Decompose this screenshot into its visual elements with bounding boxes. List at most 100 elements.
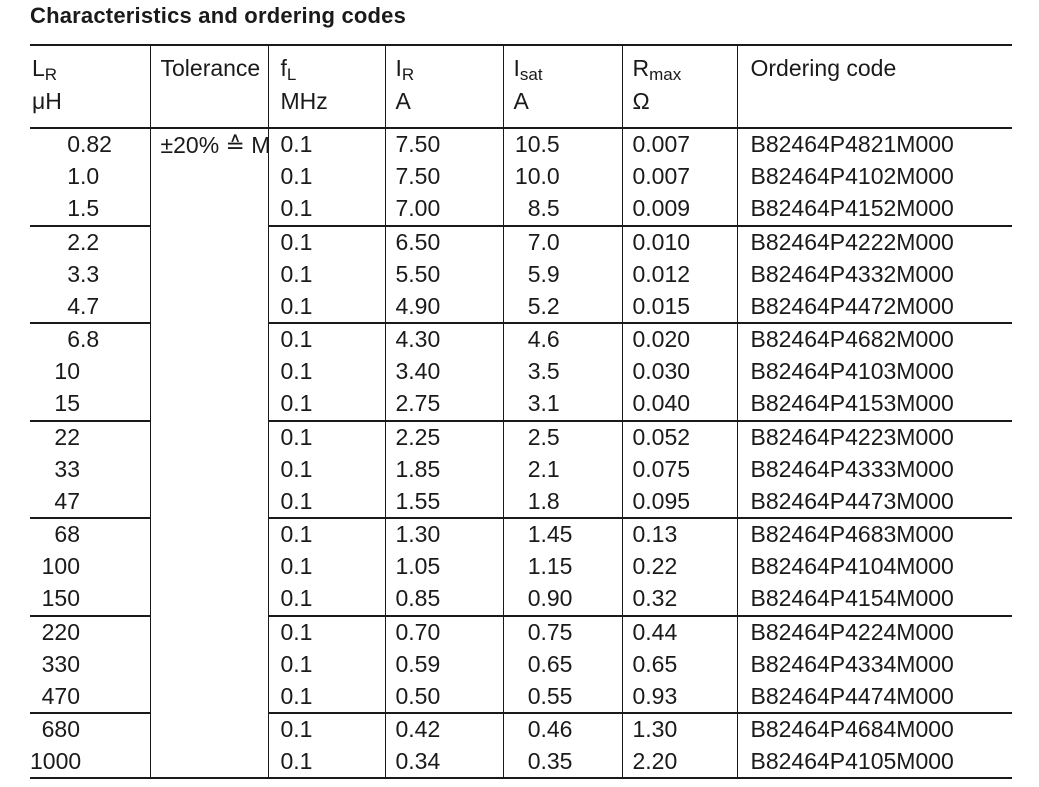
table-row: 33 0.1 1.85 2.1 0.075 B82464P4333M000 [30,453,1012,486]
cell-rated-current: 0.59 [384,648,503,681]
cell-max-resistance: 0.075 [621,453,737,486]
col-header-tolerance: Tolerance [149,44,268,129]
cell-inductance: 22 [30,419,150,453]
cell-rated-current: 7.50 [384,128,503,161]
cell-saturation-current: 3.5 [502,355,622,388]
cell-rated-current: 0.50 [384,680,503,713]
cell-test-frequency: 0.1 [267,614,385,648]
characteristics-table: LR μH Tolerance fL MHz IR A Isat A [30,44,1012,779]
cell-inductance: 47 [54,487,80,514]
cell-max-resistance: 0.020 [621,322,737,356]
cell-max-resistance: 0.007 [621,128,737,161]
col-header-saturation-current: Isat A [502,44,622,129]
cell-rated-current: 6.50 [384,224,503,258]
cell-ordering-code: B82464P4334M000 [736,648,1012,681]
cell-ordering-code: B82464P4332M000 [736,258,1012,291]
cell-ordering-code: B82464P4152M000 [736,193,1012,226]
cell-max-resistance: 0.030 [621,355,737,388]
table-row: 1.5 0.1 7.00 8.5 0.009 B82464P4152M000 [30,193,1012,226]
col-symbol: L [32,55,45,81]
cell-test-frequency: 0.1 [267,712,385,746]
cell-ordering-code: B82464P4222M000 [736,224,1012,258]
cell-ordering-code: B82464P4102M000 [736,160,1012,193]
col-symbol: f [280,55,287,81]
cell-max-resistance: 0.052 [621,419,737,453]
col-header-inductance: LR μH [30,44,150,129]
col-subscript: max [649,65,682,84]
cell-saturation-current: 5.9 [502,258,622,291]
col-symbol: Tolerance [160,55,261,81]
cell-saturation-current: 1.8 [502,485,622,518]
cell-inductance: 680 [30,712,150,746]
col-unit: Ω [632,88,650,114]
cell-test-frequency: 0.1 [267,290,385,323]
cell-inductance: 15 [54,390,80,417]
cell-inductance: 470 [41,682,80,709]
cell-ordering-code: B82464P4472M000 [736,290,1012,323]
table-row: 10 0.1 3.40 3.5 0.030 B82464P4103M000 [30,355,1012,388]
cell-rated-current: 1.85 [384,453,503,486]
cell-max-resistance: 0.22 [621,550,737,583]
cell-max-resistance: 0.040 [621,388,737,421]
cell-saturation-current: 0.65 [502,648,622,681]
cell-saturation-current: 8.5 [502,193,622,226]
cell-saturation-current: 4.6 [502,322,622,356]
cell-inductance: 33 [54,455,80,482]
cell-test-frequency: 0.1 [267,680,385,713]
col-unit [161,85,268,118]
cell-rated-current: 7.50 [384,160,503,193]
cell-rated-current: 0.34 [384,745,503,779]
table-row: 6.8 0.1 4.30 4.6 0.020 B82464P4682M000 [30,322,1012,356]
cell-saturation-current: 3.1 [502,388,622,421]
cell-saturation-current: 0.46 [502,712,622,746]
cell-saturation-current: 10.0 [502,160,622,193]
col-subscript: R [44,65,58,84]
cell-max-resistance: 0.32 [621,583,737,616]
cell-max-resistance: 0.65 [621,648,737,681]
cell-ordering-code: B82464P4684M000 [736,712,1012,746]
cell-ordering-code: B82464P4821M000 [736,128,1012,161]
col-header-ordering-code: Ordering code [736,44,1013,129]
col-symbol: R [632,55,650,81]
cell-ordering-code: B82464P4103M000 [736,355,1012,388]
page-title: Characteristics and ordering codes [30,3,407,28]
table-row: 15 0.1 2.75 3.1 0.040 B82464P4153M000 [30,388,1012,421]
cell-max-resistance: 1.30 [621,712,737,746]
cell-ordering-code: B82464P4473M000 [736,485,1012,518]
col-unit [751,85,1013,118]
table-row: 1.0 0.1 7.50 10.0 0.007 B82464P4102M000 [30,160,1012,193]
cell-test-frequency: 0.1 [267,485,385,518]
col-subscript: R [401,65,415,84]
table-row: 2.2 0.1 6.50 7.0 0.010 B82464P4222M000 [30,224,1012,258]
cell-max-resistance: 0.93 [621,680,737,713]
col-symbol: I [513,55,520,81]
cell-test-frequency: 0.1 [267,648,385,681]
cell-test-frequency: 0.1 [267,583,385,616]
cell-test-frequency: 0.1 [267,517,385,551]
cell-rated-current: 4.90 [384,290,503,323]
header-row: LR μH Tolerance fL MHz IR A Isat A [30,44,1013,129]
table-row: 68 0.1 1.30 1.45 0.13 B82464P4683M000 [30,517,1012,551]
cell-ordering-code: B82464P4223M000 [736,419,1012,453]
cell-saturation-current: 0.90 [502,583,622,616]
cell-test-frequency: 0.1 [267,419,385,453]
table-row: 3.3 0.1 5.50 5.9 0.012 B82464P4332M000 [30,258,1012,291]
table-row: 1000 0.1 0.34 0.35 2.20 B82464P4105M000 [30,745,1012,779]
cell-saturation-current: 10.5 [502,128,622,161]
cell-ordering-code: B82464P4474M000 [736,680,1012,713]
cell-ordering-code: B82464P4333M000 [736,453,1012,486]
col-unit: A [395,88,411,114]
cell-max-resistance: 0.010 [621,224,737,258]
cell-max-resistance: 0.095 [621,485,737,518]
cell-max-resistance: 2.20 [621,745,737,779]
cell-test-frequency: 0.1 [267,193,385,226]
table-row: 220 0.1 0.70 0.75 0.44 B82464P4224M000 [30,614,1012,648]
table-row: 100 0.1 1.05 1.15 0.22 B82464P4104M000 [30,550,1012,583]
table-row: 22 0.1 2.25 2.5 0.052 B82464P4223M000 [30,419,1012,453]
table-row: 330 0.1 0.59 0.65 0.65 B82464P4334M000 [30,648,1012,681]
cell-inductance: 1.0 [67,163,100,190]
cell-saturation-current: 2.5 [502,419,622,453]
col-unit: A [513,88,529,114]
cell-inductance: 150 [41,585,80,612]
